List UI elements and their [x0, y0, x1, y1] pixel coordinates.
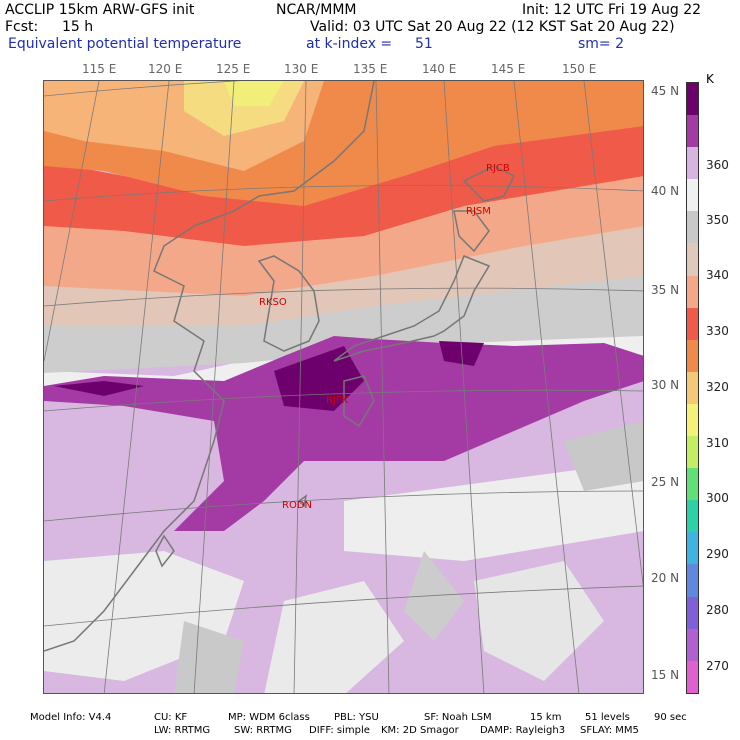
- lat-label: 45 N: [651, 84, 680, 98]
- lon-label: 150 E: [562, 62, 597, 76]
- footer-item: PBL: YSU: [334, 712, 379, 723]
- footer-item: 90 sec: [654, 712, 687, 723]
- lon-label: 130 E: [284, 62, 319, 76]
- station-label: RODN: [282, 500, 312, 511]
- colorbar-segment: [687, 211, 698, 244]
- colorbar-segment: [687, 436, 698, 469]
- lat-label: 15 N: [651, 668, 680, 682]
- footer-item: SF: Noah LSM: [424, 712, 492, 723]
- lon-label: 145 E: [491, 62, 526, 76]
- map-panel: RJCB RJSM RKSO RJFK RODN: [43, 80, 644, 694]
- smoothing-label: sm= 2: [578, 36, 625, 52]
- colorbar-tick: 350: [706, 213, 729, 227]
- footer-item: 15 km: [530, 712, 562, 723]
- colorbar-tick: 270: [706, 659, 729, 673]
- lat-lon-grid: [44, 81, 643, 693]
- colorbar-tick: 360: [706, 158, 729, 172]
- colorbar-segment: [687, 307, 698, 340]
- station-label: RJFK: [326, 395, 349, 406]
- footer-item: MP: WDM 6class: [228, 712, 310, 723]
- lon-label: 125 E: [216, 62, 251, 76]
- colorbar-segment: [687, 628, 698, 661]
- level-value: 51: [415, 36, 433, 52]
- colorbar-segment: [687, 596, 698, 629]
- colorbar-segment: [687, 403, 698, 437]
- valid-time: Valid: 03 UTC Sat 20 Aug 22 (12 KST Sat …: [310, 19, 675, 35]
- fcst-value: 15 h: [62, 19, 94, 35]
- fcst-label: Fcst:: [5, 19, 39, 35]
- lon-label: 115 E: [82, 62, 117, 76]
- colorbar-tick: 330: [706, 324, 729, 338]
- colorbar-segment: [687, 243, 698, 276]
- init-time: Init: 12 UTC Fri 19 Aug 22: [522, 2, 702, 18]
- org-label: NCAR/MMM: [276, 2, 357, 18]
- colorbar-segment: [687, 468, 698, 501]
- colorbar-tick: 300: [706, 491, 729, 505]
- lat-label: 20 N: [651, 571, 680, 585]
- colorbar-tick: 320: [706, 380, 729, 394]
- colorbar-segment: [687, 339, 698, 372]
- footer-item: CU: KF: [154, 712, 188, 723]
- footer-item: LW: RRTMG: [154, 725, 211, 736]
- lat-label: 25 N: [651, 475, 680, 489]
- colorbar-tick: 310: [706, 436, 729, 450]
- station-label: RJSM: [466, 206, 491, 217]
- colorbar-segment: [687, 500, 698, 533]
- footer-item: SW: RRTMG: [234, 725, 292, 736]
- colorbar-tick: 280: [706, 603, 729, 617]
- colorbar: [686, 82, 699, 694]
- colorbar-tick: 340: [706, 268, 729, 282]
- lon-label: 140 E: [422, 62, 457, 76]
- colorbar-segment: [687, 564, 698, 597]
- colorbar-segment: [687, 660, 698, 693]
- colorbar-segment: [687, 83, 698, 116]
- field-name: Equivalent potential temperature: [8, 36, 242, 52]
- footer-item: SFLAY: MM5: [580, 725, 639, 736]
- level-label: at k-index =: [306, 36, 393, 52]
- colorbar-segment: [687, 115, 698, 148]
- lon-label: 120 E: [148, 62, 183, 76]
- colorbar-segment: [687, 275, 698, 308]
- lat-label: 35 N: [651, 283, 680, 297]
- footer-item: 51 levels: [585, 712, 630, 723]
- model-title: ACCLIP 15km ARW-GFS init: [5, 2, 195, 18]
- footer-item: DIFF: simple: [309, 725, 370, 736]
- lat-label: 40 N: [651, 184, 680, 198]
- lat-label: 30 N: [651, 378, 680, 392]
- footer-item: DAMP: Rayleigh3: [480, 725, 566, 736]
- footer-item: Model Info: V4.4: [30, 712, 112, 723]
- footer-item: KM: 2D Smagor: [381, 725, 459, 736]
- colorbar-segment: [687, 532, 698, 565]
- station-label: RJCB: [486, 163, 510, 174]
- theta-e-field: [44, 81, 643, 693]
- colorbar-segment: [687, 147, 698, 180]
- colorbar-segment: [687, 371, 698, 404]
- colorbar-segment: [687, 179, 698, 212]
- colorbar-unit: K: [706, 72, 714, 86]
- station-label: RKSO: [259, 297, 287, 308]
- lon-label: 135 E: [353, 62, 388, 76]
- colorbar-tick: 290: [706, 547, 729, 561]
